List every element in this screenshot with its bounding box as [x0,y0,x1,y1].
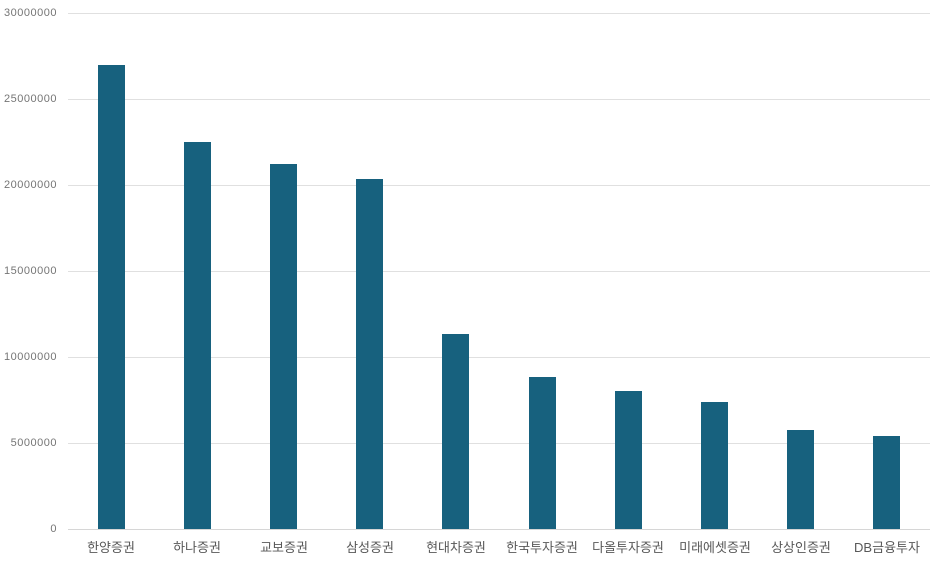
bar-8 [701,402,728,529]
y-axis-tick-label: 5000000 [10,437,57,449]
x-axis-category-label: DB금융투자 [854,540,920,555]
bar-7 [615,391,642,529]
x-axis-category-label: 한국투자증권 [506,540,578,555]
x-axis-category-label: 하나증권 [173,540,221,555]
bar-4 [356,179,383,529]
bar-10 [873,436,900,529]
x-axis-category-label: 미래에셋증권 [679,540,751,555]
y-axis-tick-label: 20000000 [4,179,57,191]
gridline [68,99,930,100]
y-axis-tick-label: 10000000 [4,351,57,363]
x-axis-category-label: 한양증권 [87,540,135,555]
x-axis-category-label: 삼성증권 [346,540,394,555]
gridline [68,357,930,358]
gridline [68,13,930,14]
bar-2 [184,142,211,529]
x-axis-category-label: 교보증권 [260,540,308,555]
x-axis-category-label: 상상인증권 [771,540,831,555]
y-axis-tick-label: 30000000 [4,7,57,19]
bar-5 [442,334,469,529]
gridline [68,185,930,186]
bar-6 [529,377,556,529]
gridline [68,271,930,272]
y-axis-tick-label: 0 [50,523,57,535]
y-axis-tick-label: 25000000 [4,93,57,105]
bar-9 [787,430,814,529]
x-axis-category-label: 다올투자증권 [592,540,664,555]
gridline [68,443,930,444]
bar-3 [270,164,297,529]
y-axis-tick-label: 15000000 [4,265,57,277]
x-axis-line [68,529,930,530]
bar-1 [98,65,125,529]
x-axis-category-label: 현대차증권 [426,540,486,555]
